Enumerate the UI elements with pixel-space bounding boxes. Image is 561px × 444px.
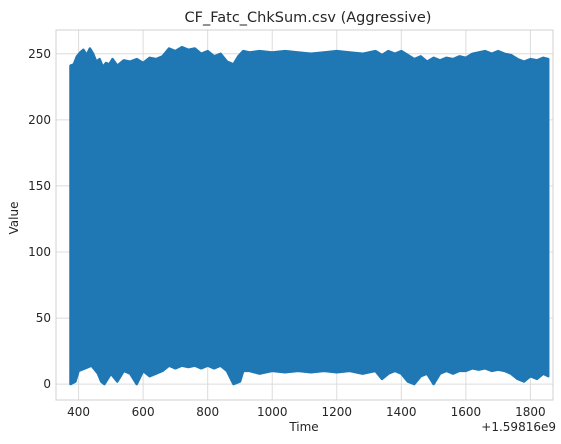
y-tick-label: 200 bbox=[28, 113, 51, 127]
x-axis-offset-label: +1.59816e9 bbox=[481, 420, 556, 434]
y-tick-label: 0 bbox=[43, 377, 51, 391]
plot-area: 400 600 800 1000 1200 1400 1600 1800 0 50 100 150 20… bbox=[28, 30, 553, 419]
x-tick-label: 600 bbox=[132, 405, 155, 419]
x-tick-label: 1000 bbox=[257, 405, 288, 419]
x-tick-label: 400 bbox=[67, 405, 90, 419]
y-tick-label: 50 bbox=[36, 311, 51, 325]
y-tick-label: 150 bbox=[28, 179, 51, 193]
series-line-1 bbox=[71, 47, 549, 384]
x-tick-label: 1400 bbox=[386, 405, 417, 419]
y-tick-label: 100 bbox=[28, 245, 51, 259]
chart-title: CF_Fatc_ChkSum.csv (Aggressive) bbox=[185, 10, 432, 26]
x-tick-label: 800 bbox=[196, 405, 219, 419]
x-axis-label: Time bbox=[288, 420, 318, 434]
x-tick-label: 1200 bbox=[321, 405, 352, 419]
y-tick-label: 250 bbox=[28, 47, 51, 61]
y-axis-label: Value bbox=[7, 202, 21, 235]
x-tick-label: 1600 bbox=[451, 405, 482, 419]
x-tick-label: 1800 bbox=[515, 405, 546, 419]
